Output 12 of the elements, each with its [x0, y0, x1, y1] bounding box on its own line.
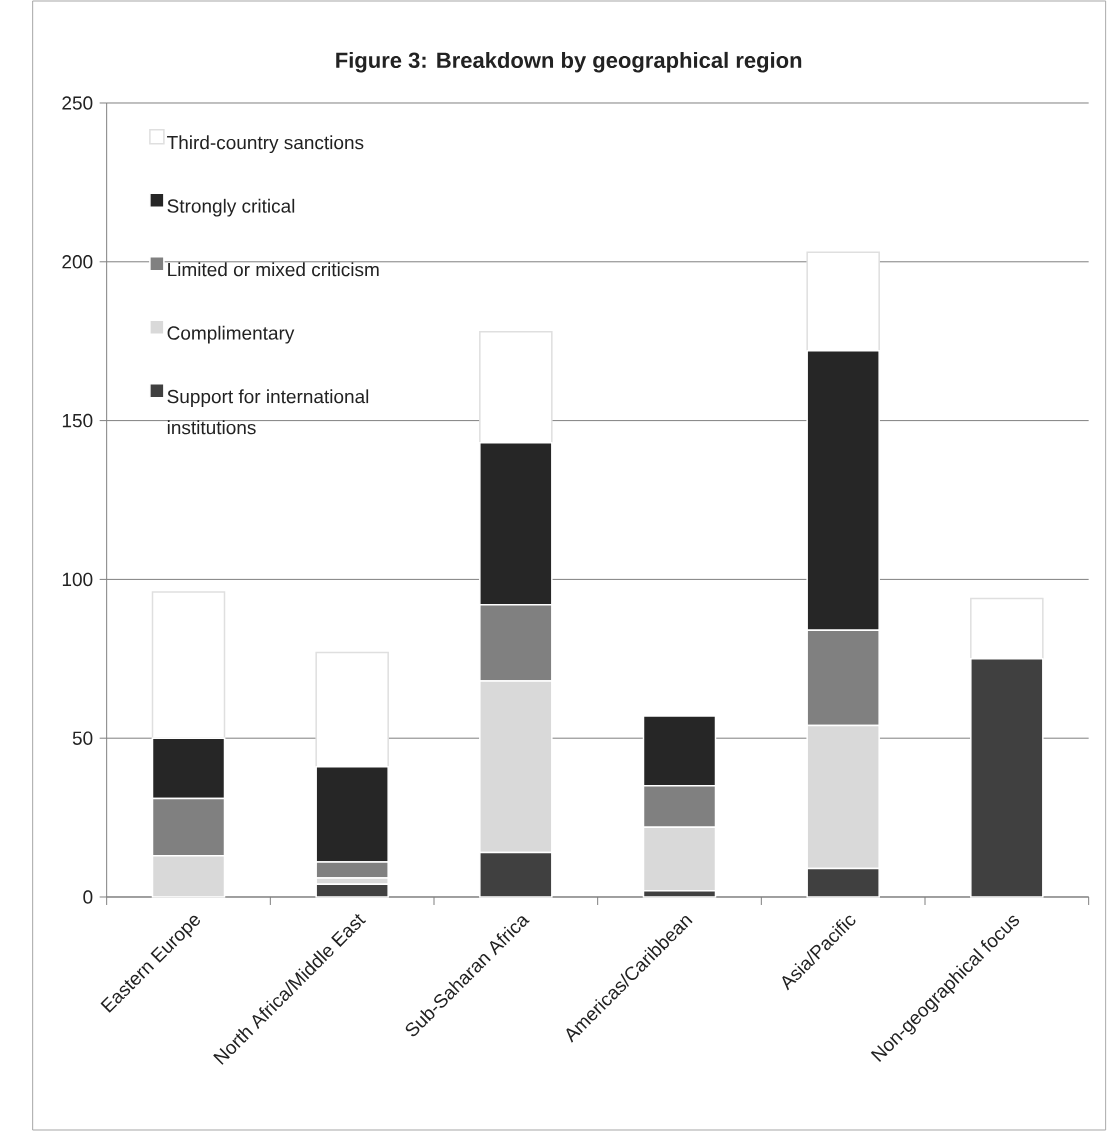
legend-label: Complimentary — [167, 325, 295, 344]
y-tick-label: 200 — [62, 255, 93, 269]
y-tick-label: 50 — [72, 731, 93, 745]
y-tick-label: 150 — [63, 413, 93, 428]
legend-label: Support for international institutions — [167, 389, 369, 435]
legend-label: Strongly critical — [167, 198, 295, 217]
legend-label: Third-country sanctions — [167, 135, 364, 154]
y-tick-label: 250 — [62, 96, 93, 110]
legend-label: Limited or mixed criticism — [168, 262, 379, 277]
chart-title: Figure 3: Breakdown by geographical region — [336, 51, 802, 73]
y-tick-label: 100 — [63, 572, 93, 587]
y-tick-label: 0 — [83, 890, 93, 904]
